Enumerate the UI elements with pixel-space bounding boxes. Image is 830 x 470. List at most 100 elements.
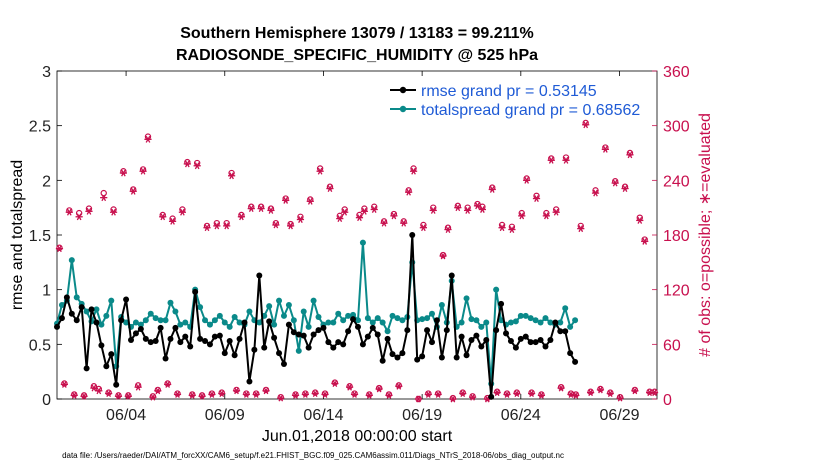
rmse-point <box>206 341 213 348</box>
rmse-point <box>409 232 416 238</box>
totalspread-point <box>389 312 396 319</box>
obs-evaluated-point <box>227 172 236 180</box>
obs-possible-point <box>587 388 594 395</box>
obs-possible-point <box>331 379 339 386</box>
rmse-point <box>527 339 534 346</box>
rmse-point <box>443 327 450 334</box>
rmse-point <box>325 339 332 346</box>
obs-evaluated-point <box>154 387 162 395</box>
rmse-point <box>547 336 554 343</box>
obs-possible-point <box>252 390 260 397</box>
rmse-point <box>463 352 470 359</box>
obs-possible-point <box>243 390 250 397</box>
obs-evaluated-point <box>572 391 580 399</box>
obs-evaluated-point <box>267 206 275 214</box>
obs-possible-point <box>218 389 225 396</box>
obs-possible-point <box>351 390 358 397</box>
totalspread-point <box>507 319 514 326</box>
rmse-point <box>63 294 70 301</box>
totalspread-point <box>458 319 465 326</box>
obs-evaluated-point <box>650 389 659 397</box>
obs-evaluated-point <box>395 382 403 390</box>
obs-possible-point <box>233 386 240 394</box>
totalspread-point <box>424 315 431 322</box>
rmse-point <box>192 288 199 295</box>
totalspread-point <box>468 316 475 323</box>
totalspread-point <box>493 286 500 293</box>
obs-evaluated-point <box>498 224 506 232</box>
totalspread-point <box>305 323 312 330</box>
obs-evaluated-point <box>242 390 250 398</box>
obs-evaluated-point <box>365 391 373 399</box>
obs-possible-point <box>302 390 309 397</box>
obs-possible-point <box>366 391 373 398</box>
totalspread-point <box>325 319 332 326</box>
totalspread-point <box>532 317 539 324</box>
rmse-point <box>359 341 366 348</box>
totalspread-point <box>345 312 352 319</box>
obs-evaluated-point <box>247 205 255 213</box>
rmse-point <box>498 300 505 307</box>
obs-possible-point <box>459 389 466 396</box>
totalspread-point <box>315 314 322 320</box>
rmse-point <box>340 341 347 348</box>
totalspread-point <box>226 323 233 330</box>
totalspread-point <box>290 317 297 324</box>
rmse-point <box>438 354 445 361</box>
rmse-point <box>280 361 287 368</box>
obs-evaluated-point <box>60 380 68 388</box>
rmse-point <box>128 336 135 343</box>
y-axis-label-right: # of obs: o=possible; ∗=evaluated <box>697 113 714 357</box>
rmse-point <box>473 332 480 339</box>
totalspread-point <box>132 319 139 326</box>
data-file-footer: data file: /Users/raeder/DAI/ATM_forcXX/… <box>62 451 564 460</box>
rmse-point <box>261 344 268 351</box>
y-left-tick-label: 3 <box>42 64 51 81</box>
obs-evaluated-point <box>208 390 216 398</box>
rmse-point <box>384 335 391 342</box>
obs-possible-point <box>262 386 270 394</box>
totalspread-point <box>354 317 361 324</box>
rmse-point <box>512 344 519 351</box>
obs-evaluated-point <box>164 380 172 388</box>
rmse-point <box>458 333 465 340</box>
rmse-point <box>364 333 371 340</box>
obs-evaluated-point <box>331 380 339 387</box>
totalspread-point <box>206 321 213 328</box>
rmse-point <box>310 331 317 338</box>
rmse-point <box>557 328 564 335</box>
totalspread-point <box>527 315 534 322</box>
obs-evaluated-point <box>562 156 570 164</box>
obs-evaluated-point <box>287 222 295 230</box>
x-tick-label: 06/24 <box>501 407 541 424</box>
obs-evaluated-point <box>380 219 388 227</box>
rmse-point <box>350 316 357 323</box>
totalspread-point <box>310 297 317 304</box>
obs-evaluated-point <box>429 206 437 214</box>
totalspread-point <box>98 321 105 328</box>
obs-evaluated-point <box>552 208 560 216</box>
totalspread-point <box>562 305 569 312</box>
obs-possible-point <box>149 393 157 400</box>
obs-evaluated-point <box>114 392 123 400</box>
obs-possible-point <box>277 393 284 401</box>
rmse-point <box>137 326 144 333</box>
rmse-point <box>424 327 431 334</box>
obs-evaluated-point <box>473 202 482 210</box>
rmse-point <box>399 350 406 357</box>
obs-evaluated-point <box>439 252 447 260</box>
rmse-point <box>182 333 189 340</box>
rmse-point <box>305 344 312 351</box>
obs-possible-point <box>557 383 565 391</box>
rmse-point <box>429 339 435 346</box>
obs-evaluated-point <box>188 391 196 399</box>
obs-evaluated-point <box>400 219 408 227</box>
totalspread-point <box>182 319 189 326</box>
obs-evaluated-point <box>532 195 541 203</box>
obs-evaluated-point <box>203 224 211 232</box>
rmse-point <box>389 351 396 358</box>
obs-evaluated-point <box>223 222 231 230</box>
totalspread-point <box>276 297 283 304</box>
plot-area <box>56 70 658 400</box>
obs-evaluated-point <box>375 385 383 393</box>
